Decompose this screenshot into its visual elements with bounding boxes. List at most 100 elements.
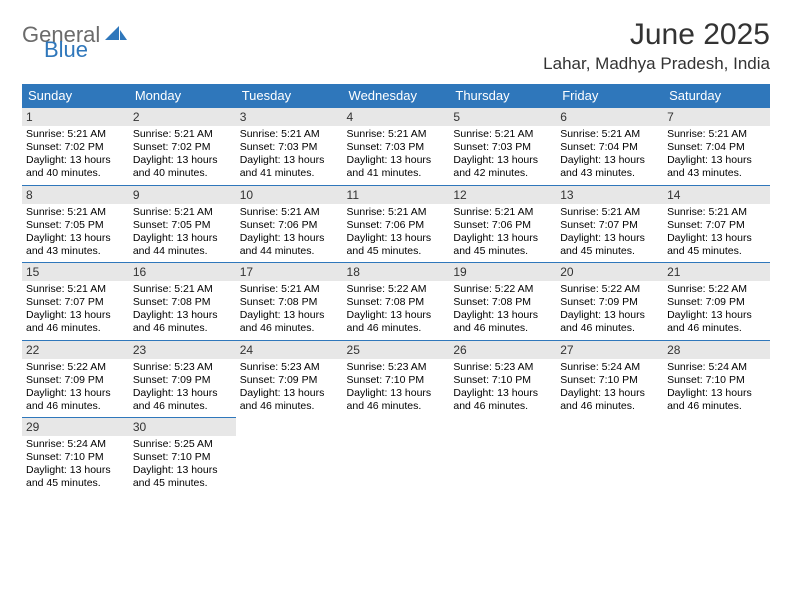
day-sr: Sunrise: 5:25 AM [133, 438, 232, 451]
day-sr: Sunrise: 5:21 AM [133, 283, 232, 296]
day-sr: Sunrise: 5:22 AM [667, 283, 766, 296]
weekday-header: Thursday [449, 84, 556, 108]
day-ss: Sunset: 7:10 PM [347, 374, 446, 387]
day-cell: 20Sunrise: 5:22 AMSunset: 7:09 PMDayligh… [556, 263, 663, 341]
day-details: Sunrise: 5:21 AMSunset: 7:02 PMDaylight:… [22, 126, 129, 185]
day-sr: Sunrise: 5:21 AM [26, 283, 125, 296]
day-cell: 16Sunrise: 5:21 AMSunset: 7:08 PMDayligh… [129, 263, 236, 341]
day-details: Sunrise: 5:21 AMSunset: 7:08 PMDaylight:… [236, 281, 343, 340]
day-sr: Sunrise: 5:21 AM [240, 206, 339, 219]
day-sr: Sunrise: 5:21 AM [347, 206, 446, 219]
weekday-header: Saturday [663, 84, 770, 108]
empty-cell [449, 418, 556, 495]
week-row: 8Sunrise: 5:21 AMSunset: 7:05 PMDaylight… [22, 185, 770, 263]
day-cell: 14Sunrise: 5:21 AMSunset: 7:07 PMDayligh… [663, 185, 770, 263]
day-details: Sunrise: 5:21 AMSunset: 7:06 PMDaylight:… [449, 204, 556, 263]
day-details: Sunrise: 5:22 AMSunset: 7:09 PMDaylight:… [22, 359, 129, 418]
day-dl1: Daylight: 13 hours [240, 309, 339, 322]
day-number: 13 [556, 186, 663, 204]
title-block: June 2025 Lahar, Madhya Pradesh, India [543, 18, 770, 74]
day-ss: Sunset: 7:09 PM [133, 374, 232, 387]
day-number: 20 [556, 263, 663, 281]
day-cell: 15Sunrise: 5:21 AMSunset: 7:07 PMDayligh… [22, 263, 129, 341]
day-dl2: and 44 minutes. [240, 245, 339, 258]
day-dl2: and 41 minutes. [240, 167, 339, 180]
day-dl1: Daylight: 13 hours [240, 387, 339, 400]
day-dl1: Daylight: 13 hours [26, 464, 125, 477]
day-details: Sunrise: 5:21 AMSunset: 7:07 PMDaylight:… [556, 204, 663, 263]
day-ss: Sunset: 7:07 PM [560, 219, 659, 232]
logo-word2: Blue [44, 41, 127, 60]
day-number: 10 [236, 186, 343, 204]
day-dl2: and 46 minutes. [453, 322, 552, 335]
day-sr: Sunrise: 5:21 AM [240, 283, 339, 296]
day-details: Sunrise: 5:21 AMSunset: 7:04 PMDaylight:… [556, 126, 663, 185]
day-cell: 22Sunrise: 5:22 AMSunset: 7:09 PMDayligh… [22, 340, 129, 418]
weekday-header: Tuesday [236, 84, 343, 108]
day-ss: Sunset: 7:05 PM [133, 219, 232, 232]
day-sr: Sunrise: 5:24 AM [667, 361, 766, 374]
day-dl2: and 46 minutes. [240, 400, 339, 413]
empty-cell [556, 418, 663, 495]
day-sr: Sunrise: 5:23 AM [133, 361, 232, 374]
day-dl2: and 46 minutes. [667, 400, 766, 413]
day-sr: Sunrise: 5:21 AM [133, 206, 232, 219]
day-dl1: Daylight: 13 hours [26, 387, 125, 400]
day-number: 2 [129, 108, 236, 126]
day-dl2: and 45 minutes. [667, 245, 766, 258]
day-cell: 6Sunrise: 5:21 AMSunset: 7:04 PMDaylight… [556, 108, 663, 186]
day-dl2: and 46 minutes. [240, 322, 339, 335]
day-cell: 17Sunrise: 5:21 AMSunset: 7:08 PMDayligh… [236, 263, 343, 341]
day-sr: Sunrise: 5:21 AM [667, 206, 766, 219]
day-dl2: and 46 minutes. [667, 322, 766, 335]
day-dl1: Daylight: 13 hours [453, 232, 552, 245]
day-details: Sunrise: 5:23 AMSunset: 7:09 PMDaylight:… [129, 359, 236, 418]
empty-cell [236, 418, 343, 495]
day-dl1: Daylight: 13 hours [560, 309, 659, 322]
day-dl2: and 45 minutes. [347, 245, 446, 258]
day-number: 12 [449, 186, 556, 204]
day-ss: Sunset: 7:09 PM [240, 374, 339, 387]
day-dl1: Daylight: 13 hours [133, 464, 232, 477]
day-number: 4 [343, 108, 450, 126]
day-dl2: and 43 minutes. [667, 167, 766, 180]
day-number: 18 [343, 263, 450, 281]
weekday-header: Monday [129, 84, 236, 108]
day-ss: Sunset: 7:04 PM [560, 141, 659, 154]
weekday-header: Sunday [22, 84, 129, 108]
day-ss: Sunset: 7:06 PM [240, 219, 339, 232]
empty-cell [663, 418, 770, 495]
day-dl1: Daylight: 13 hours [347, 387, 446, 400]
day-dl1: Daylight: 13 hours [133, 232, 232, 245]
day-cell: 28Sunrise: 5:24 AMSunset: 7:10 PMDayligh… [663, 340, 770, 418]
day-details: Sunrise: 5:23 AMSunset: 7:10 PMDaylight:… [449, 359, 556, 418]
day-dl1: Daylight: 13 hours [560, 387, 659, 400]
day-sr: Sunrise: 5:21 AM [347, 128, 446, 141]
day-dl2: and 46 minutes. [347, 322, 446, 335]
day-dl1: Daylight: 13 hours [347, 309, 446, 322]
day-ss: Sunset: 7:05 PM [26, 219, 125, 232]
week-row: 29Sunrise: 5:24 AMSunset: 7:10 PMDayligh… [22, 418, 770, 495]
day-sr: Sunrise: 5:21 AM [133, 128, 232, 141]
day-dl1: Daylight: 13 hours [453, 387, 552, 400]
day-sr: Sunrise: 5:21 AM [667, 128, 766, 141]
day-ss: Sunset: 7:04 PM [667, 141, 766, 154]
day-dl1: Daylight: 13 hours [560, 232, 659, 245]
day-details: Sunrise: 5:23 AMSunset: 7:09 PMDaylight:… [236, 359, 343, 418]
day-sr: Sunrise: 5:21 AM [560, 128, 659, 141]
day-dl1: Daylight: 13 hours [560, 154, 659, 167]
day-details: Sunrise: 5:21 AMSunset: 7:07 PMDaylight:… [663, 204, 770, 263]
day-dl2: and 46 minutes. [133, 322, 232, 335]
day-dl2: and 43 minutes. [26, 245, 125, 258]
day-cell: 3Sunrise: 5:21 AMSunset: 7:03 PMDaylight… [236, 108, 343, 186]
day-sr: Sunrise: 5:21 AM [240, 128, 339, 141]
day-ss: Sunset: 7:02 PM [133, 141, 232, 154]
logo: General Blue [22, 18, 127, 59]
day-cell: 13Sunrise: 5:21 AMSunset: 7:07 PMDayligh… [556, 185, 663, 263]
day-cell: 1Sunrise: 5:21 AMSunset: 7:02 PMDaylight… [22, 108, 129, 186]
day-details: Sunrise: 5:21 AMSunset: 7:02 PMDaylight:… [129, 126, 236, 185]
day-dl1: Daylight: 13 hours [26, 154, 125, 167]
day-details: Sunrise: 5:24 AMSunset: 7:10 PMDaylight:… [22, 436, 129, 495]
day-ss: Sunset: 7:08 PM [133, 296, 232, 309]
day-ss: Sunset: 7:07 PM [667, 219, 766, 232]
